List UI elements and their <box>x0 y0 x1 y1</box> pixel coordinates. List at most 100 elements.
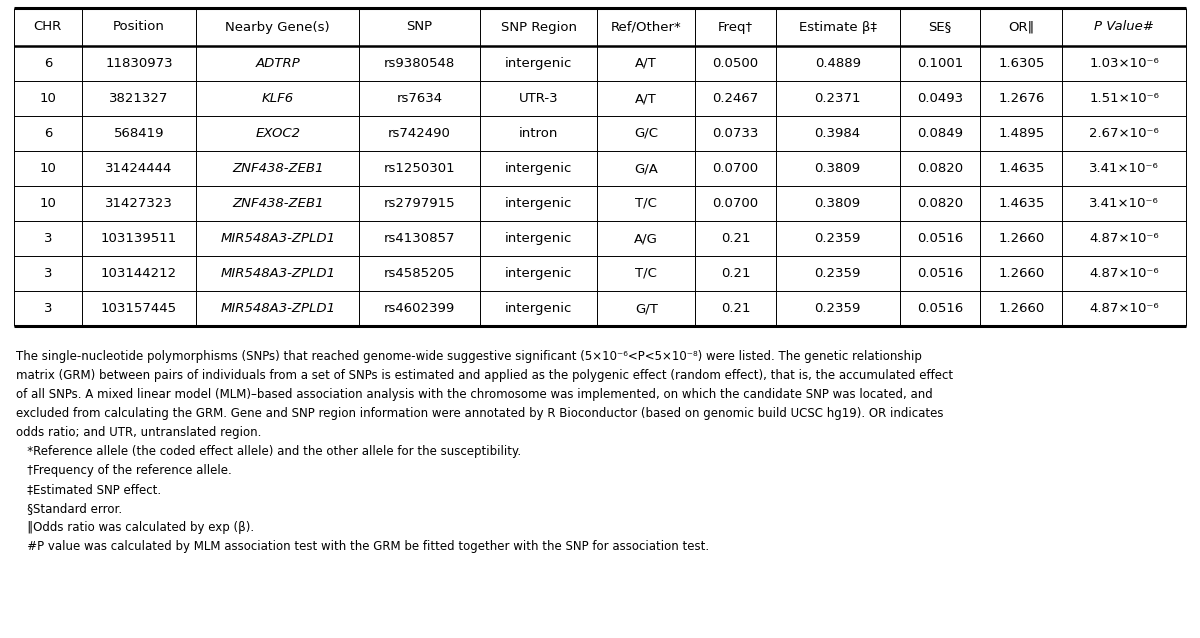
Text: of all SNPs. A mixed linear model (MLM)–based association analysis with the chro: of all SNPs. A mixed linear model (MLM)–… <box>16 388 932 401</box>
Text: 2.67×10⁻⁶: 2.67×10⁻⁶ <box>1090 127 1159 140</box>
Text: intergenic: intergenic <box>505 267 572 280</box>
Text: rs742490: rs742490 <box>389 127 451 140</box>
Text: 568419: 568419 <box>114 127 164 140</box>
Text: T/C: T/C <box>635 267 658 280</box>
Text: 0.3809: 0.3809 <box>815 197 860 210</box>
Text: 1.2660: 1.2660 <box>998 267 1044 280</box>
Text: rs4585205: rs4585205 <box>384 267 455 280</box>
Text: 0.21: 0.21 <box>721 302 750 315</box>
Text: rs4602399: rs4602399 <box>384 302 455 315</box>
Text: †Frequency of the reference allele.: †Frequency of the reference allele. <box>16 464 232 477</box>
Text: Estimate β‡: Estimate β‡ <box>799 20 877 34</box>
Text: A/T: A/T <box>635 57 658 70</box>
Text: OR‖: OR‖ <box>1008 20 1034 34</box>
Text: intron: intron <box>520 127 558 140</box>
Text: intergenic: intergenic <box>505 302 572 315</box>
Text: 1.2660: 1.2660 <box>998 302 1044 315</box>
Text: intergenic: intergenic <box>505 162 572 175</box>
Text: 0.0733: 0.0733 <box>713 127 758 140</box>
Text: 0.2371: 0.2371 <box>815 92 860 105</box>
Text: rs2797915: rs2797915 <box>384 197 456 210</box>
Text: 3821327: 3821327 <box>109 92 169 105</box>
Text: 6: 6 <box>43 57 52 70</box>
Text: A/T: A/T <box>635 92 658 105</box>
Text: 0.2359: 0.2359 <box>815 267 860 280</box>
Text: ‖Odds ratio was calculated by exp (β).: ‖Odds ratio was calculated by exp (β). <box>16 521 254 534</box>
Text: Freq†: Freq† <box>718 20 752 34</box>
Text: 10: 10 <box>40 162 56 175</box>
Text: 3: 3 <box>43 302 52 315</box>
Text: 10: 10 <box>40 197 56 210</box>
Text: ‡Estimated SNP effect.: ‡Estimated SNP effect. <box>16 483 161 496</box>
Text: A/G: A/G <box>635 232 658 245</box>
Text: CHR: CHR <box>34 20 62 34</box>
Text: Nearby Gene(s): Nearby Gene(s) <box>226 20 330 34</box>
Text: G/C: G/C <box>635 127 659 140</box>
Text: SNP Region: SNP Region <box>500 20 577 34</box>
Text: rs4130857: rs4130857 <box>384 232 455 245</box>
Text: P Value#: P Value# <box>1094 20 1154 34</box>
Text: 0.0820: 0.0820 <box>917 162 962 175</box>
Text: 1.4635: 1.4635 <box>998 162 1044 175</box>
Text: 0.21: 0.21 <box>721 232 750 245</box>
Text: 3.41×10⁻⁶: 3.41×10⁻⁶ <box>1090 197 1159 210</box>
Text: SNP: SNP <box>407 20 433 34</box>
Text: rs7634: rs7634 <box>396 92 443 105</box>
Text: 0.0700: 0.0700 <box>713 162 758 175</box>
Text: rs9380548: rs9380548 <box>384 57 455 70</box>
Text: 1.4895: 1.4895 <box>998 127 1044 140</box>
Text: intergenic: intergenic <box>505 197 572 210</box>
Text: 0.0516: 0.0516 <box>917 267 964 280</box>
Text: 4.87×10⁻⁶: 4.87×10⁻⁶ <box>1090 232 1159 245</box>
Text: 3.41×10⁻⁶: 3.41×10⁻⁶ <box>1090 162 1159 175</box>
Text: 0.2359: 0.2359 <box>815 302 860 315</box>
Text: matrix (GRM) between pairs of individuals from a set of SNPs is estimated and ap: matrix (GRM) between pairs of individual… <box>16 369 953 382</box>
Text: MIR548A3-ZPLD1: MIR548A3-ZPLD1 <box>221 302 335 315</box>
Text: 0.1001: 0.1001 <box>917 57 964 70</box>
Text: T/C: T/C <box>635 197 658 210</box>
Text: 0.0516: 0.0516 <box>917 302 964 315</box>
Text: 0.0493: 0.0493 <box>917 92 962 105</box>
Text: odds ratio; and UTR, untranslated region.: odds ratio; and UTR, untranslated region… <box>16 426 262 439</box>
Text: 103144212: 103144212 <box>101 267 178 280</box>
Text: 1.2676: 1.2676 <box>998 92 1044 105</box>
Text: EXOC2: EXOC2 <box>256 127 300 140</box>
Text: 103157445: 103157445 <box>101 302 178 315</box>
Text: The single-nucleotide polymorphisms (SNPs) that reached genome-wide suggestive s: The single-nucleotide polymorphisms (SNP… <box>16 350 922 363</box>
Text: excluded from calculating the GRM. Gene and SNP region information were annotate: excluded from calculating the GRM. Gene … <box>16 407 943 420</box>
Text: 31427323: 31427323 <box>106 197 173 210</box>
Text: 0.2467: 0.2467 <box>713 92 758 105</box>
Text: 4.87×10⁻⁶: 4.87×10⁻⁶ <box>1090 267 1159 280</box>
Text: 0.0849: 0.0849 <box>917 127 962 140</box>
Text: 3: 3 <box>43 267 52 280</box>
Text: 0.0820: 0.0820 <box>917 197 962 210</box>
Text: *Reference allele (the coded effect allele) and the other allele for the suscept: *Reference allele (the coded effect alle… <box>16 445 521 458</box>
Text: intergenic: intergenic <box>505 232 572 245</box>
Text: 31424444: 31424444 <box>106 162 173 175</box>
Text: 0.4889: 0.4889 <box>815 57 860 70</box>
Text: KLF6: KLF6 <box>262 92 294 105</box>
Text: Position: Position <box>113 20 164 34</box>
Text: SE§: SE§ <box>929 20 952 34</box>
Text: 0.0516: 0.0516 <box>917 232 964 245</box>
Text: 0.2359: 0.2359 <box>815 232 860 245</box>
Text: 1.6305: 1.6305 <box>998 57 1044 70</box>
Text: 6: 6 <box>43 127 52 140</box>
Text: 103139511: 103139511 <box>101 232 178 245</box>
Text: 0.21: 0.21 <box>721 267 750 280</box>
Text: intergenic: intergenic <box>505 57 572 70</box>
Text: 1.51×10⁻⁶: 1.51×10⁻⁶ <box>1090 92 1159 105</box>
Text: 1.4635: 1.4635 <box>998 197 1044 210</box>
Text: §Standard error.: §Standard error. <box>16 502 122 515</box>
Text: 0.3984: 0.3984 <box>815 127 860 140</box>
Text: ADTRP: ADTRP <box>256 57 300 70</box>
Text: UTR-3: UTR-3 <box>518 92 559 105</box>
Text: #P value was calculated by MLM association test with the GRM be fitted together : #P value was calculated by MLM associati… <box>16 540 709 553</box>
Text: ZNF438-ZEB1: ZNF438-ZEB1 <box>232 162 324 175</box>
Text: 10: 10 <box>40 92 56 105</box>
Text: MIR548A3-ZPLD1: MIR548A3-ZPLD1 <box>221 267 335 280</box>
Text: 0.0500: 0.0500 <box>713 57 758 70</box>
Text: 3: 3 <box>43 232 52 245</box>
Text: rs1250301: rs1250301 <box>384 162 456 175</box>
Text: MIR548A3-ZPLD1: MIR548A3-ZPLD1 <box>221 232 335 245</box>
